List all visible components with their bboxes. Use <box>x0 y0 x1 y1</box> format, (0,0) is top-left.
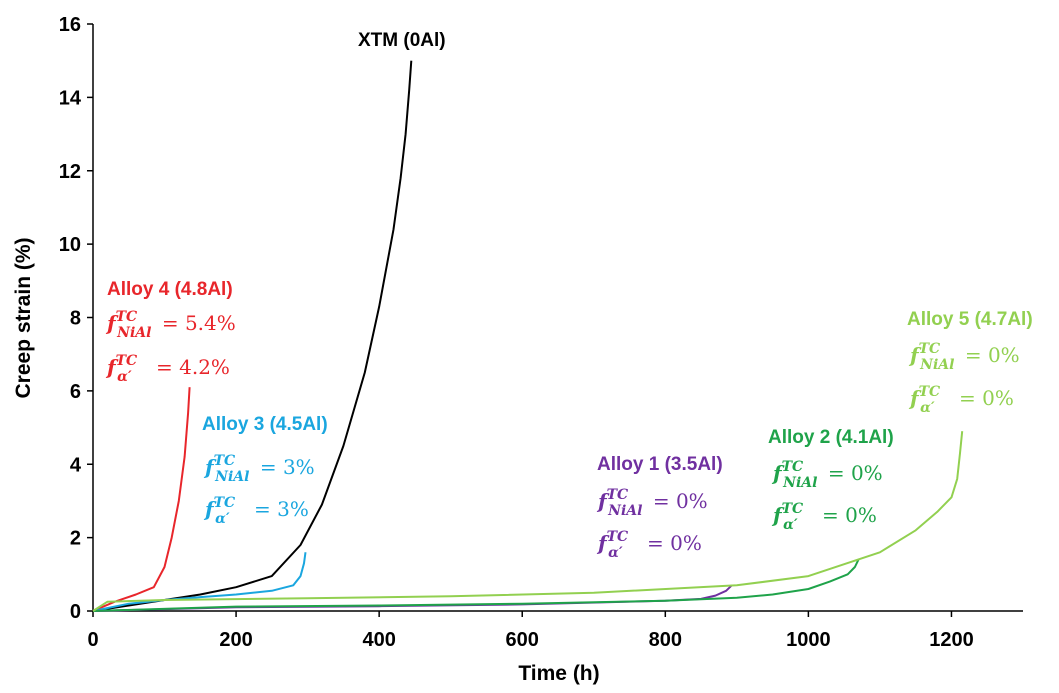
y-tick-label: 4 <box>70 454 82 476</box>
alloy-1-f-alpha: fTC α′ = 0% <box>596 529 702 561</box>
y-tick-label: 14 <box>59 87 82 109</box>
y-tick-label: 8 <box>70 308 81 330</box>
series-lines <box>93 61 962 611</box>
x-axis-title: Time (h) <box>518 662 599 685</box>
alloy-1-f-nial-value: 0% <box>676 489 708 513</box>
y-tick-label: 6 <box>70 381 81 403</box>
alloy-3-f-nial-value: 3% <box>283 455 315 479</box>
label-alloy-1: Alloy 1 (3.5Al) <box>597 454 723 475</box>
y-tick-label: 2 <box>70 528 81 550</box>
alloy-4-f-alpha-value: 4.2% <box>179 355 230 379</box>
x-tick-label: 0 <box>87 629 98 651</box>
y-tick-label: 0 <box>70 601 81 623</box>
label-alloy-3: Alloy 3 (4.5Al) <box>202 414 328 435</box>
alloy-1-f-nial: fTC NiAl = 0% <box>596 487 708 519</box>
alloy-2-f-alpha: fTC α′ = 0% <box>771 501 877 533</box>
alloy-1-f-alpha-value: 0% <box>670 531 702 555</box>
alloy-5-f-alpha-value: 0% <box>982 386 1014 410</box>
alloy-2-f-alpha-value: 0% <box>845 503 877 527</box>
x-tick-label: 1200 <box>929 629 974 651</box>
alloy-5-f-alpha: fTC α′ = 0% <box>908 384 1014 416</box>
label-xtm: XTM (0Al) <box>358 30 446 51</box>
label-alloy-2: Alloy 2 (4.1Al) <box>768 427 894 448</box>
x-tick-label: 600 <box>506 629 539 651</box>
y-tick-label: 12 <box>59 161 81 183</box>
x-tick-label: 1000 <box>786 629 831 651</box>
y-tick-label: 16 <box>59 14 81 36</box>
alloy-2-f-nial: fTC NiAl = 0% <box>771 459 883 491</box>
label-alloy-4: Alloy 4 (4.8Al) <box>107 279 233 300</box>
alloy-4-f-alpha: fTC α′ = 4.2% <box>105 353 230 385</box>
label-alloy-5: Alloy 5 (4.7Al) <box>907 309 1033 330</box>
alloy-3-f-alpha: fTC α′ = 3% <box>203 495 309 527</box>
x-tick-label: 200 <box>219 629 252 651</box>
alloy-5-f-nial: fTC NiAl = 0% <box>908 341 1020 373</box>
annotation-alloy-5: Alloy 5 (4.7Al) fTC NiAl = 0% fTC α′ = 0% <box>907 309 1033 416</box>
annotation-alloy-4: Alloy 4 (4.8Al) fTC NiAl = 5.4% fTC α′ = 4… <box>105 279 236 385</box>
x-ticks: 0 200 400 600 800 1000 1200 <box>87 611 973 651</box>
x-tick-label: 400 <box>362 629 395 651</box>
alloy-5-f-nial-value: 0% <box>988 343 1020 367</box>
series-line-1 <box>93 387 190 611</box>
alloy-4-f-nial-value: 5.4% <box>185 311 236 335</box>
annotation-alloy-3: Alloy 3 (4.5Al) fTC NiAl = 3% fTC α′ = 3% <box>202 414 328 527</box>
alloy-4-f-nial: fTC NiAl = 5.4% <box>105 309 236 341</box>
alloy-3-f-nial: fTC NiAl = 3% <box>203 453 315 485</box>
y-ticks: 0 2 4 6 8 10 12 14 16 <box>59 14 93 623</box>
annotation-alloy-1: Alloy 1 (3.5Al) fTC NiAl = 0% fTC α′ = 0% <box>596 454 723 561</box>
alloy-2-f-nial-value: 0% <box>851 461 883 485</box>
alloy-3-f-alpha-value: 3% <box>277 497 309 521</box>
y-tick-label: 10 <box>59 234 81 256</box>
x-tick-label: 800 <box>649 629 682 651</box>
y-axis-title: Creep strain (%) <box>12 237 35 398</box>
annotation-alloy-2: Alloy 2 (4.1Al) fTC NiAl = 0% fTC α′ = 0% <box>768 427 894 533</box>
